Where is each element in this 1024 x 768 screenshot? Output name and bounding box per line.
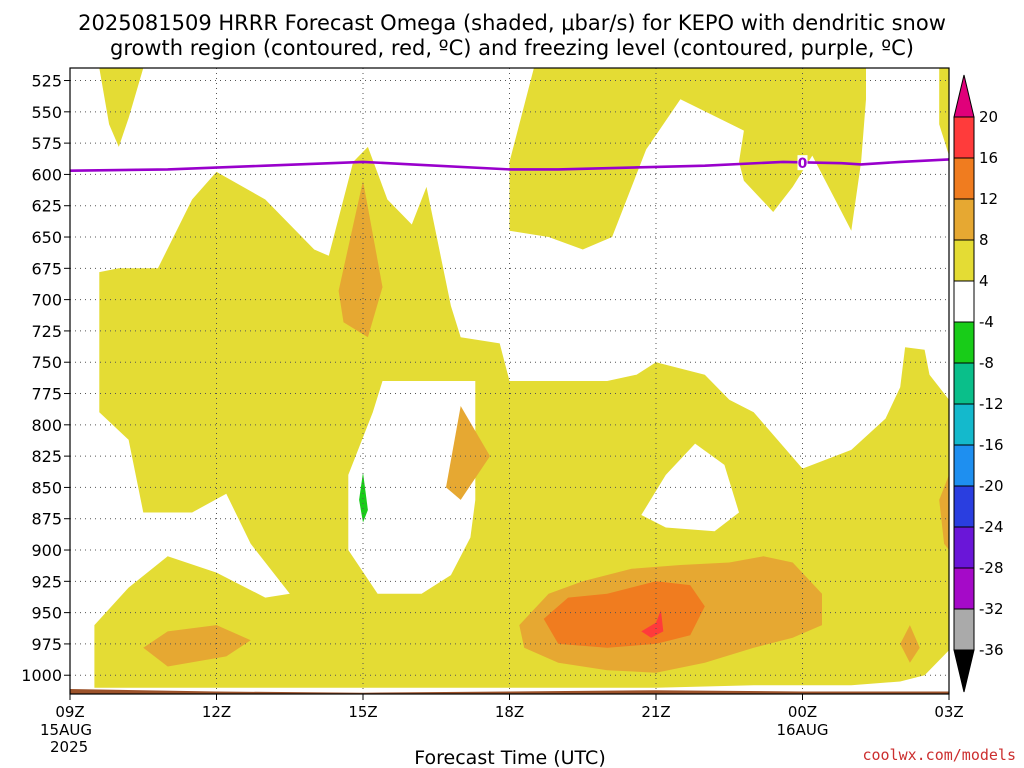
terrain-layer (70, 689, 949, 694)
omega-region-11 (900, 625, 920, 663)
x-tick-label-15Z: 15Z (348, 703, 377, 721)
y-tick-label-625: 625 (31, 197, 62, 216)
x-tick-label-09Z: 09Z (55, 703, 84, 721)
colorbar-band--4-to--8 (953, 321, 975, 364)
colorbar-band-bottom (953, 649, 975, 693)
x-axis-label: Forecast Time (UTC) (414, 747, 605, 768)
freezing-level-label: 0 (798, 156, 808, 172)
chart-title-line-1: 2025081509 HRRR Forecast Omega (shaded, … (78, 11, 946, 35)
colorbar-label-16: 16 (979, 149, 998, 167)
colorbar-band-top (953, 74, 975, 118)
y-tick-label-650: 650 (31, 228, 62, 247)
colorbar-label-4: 4 (979, 272, 989, 290)
y-tick-label-900: 900 (31, 541, 62, 560)
x-tick-date-00Z: 16AUG (777, 721, 829, 739)
colorbar-band--16-to--20 (953, 444, 975, 487)
omega-region-3 (94, 146, 949, 688)
x-tick-label-03Z: 03Z (934, 703, 963, 721)
x-tick-label-21Z: 21Z (641, 703, 670, 721)
colorbar-label--4: -4 (979, 313, 994, 331)
x-tick-label-00Z: 00Z (788, 703, 817, 721)
colorbar-label--16: -16 (979, 436, 1004, 454)
omega-region-14 (359, 472, 368, 523)
colorbar-band--20-to--24 (953, 485, 975, 528)
colorbar-label--28: -28 (979, 559, 1004, 577)
colorbar-label-12: 12 (979, 190, 998, 208)
x-tick-date-09Z: 15AUG (40, 721, 92, 739)
y-tick-label-700: 700 (31, 291, 62, 310)
colorbar-band--8-to--12 (953, 362, 975, 405)
omega-region-7 (446, 406, 490, 500)
y-tick-label-800: 800 (31, 416, 62, 435)
y-tick-label-950: 950 (31, 604, 62, 623)
colorbar-band--32-to--36 (953, 608, 975, 651)
y-tick-label-975: 975 (31, 635, 62, 654)
colorbar-band--28-to--32 (953, 567, 975, 610)
omega-region-4 (348, 381, 476, 594)
colorbar-label--20: -20 (979, 477, 1004, 495)
colorbar-band-4-to--4 (953, 280, 975, 323)
colorbar-band-12-to-8 (953, 198, 975, 241)
colorbar-label--12: -12 (979, 395, 1004, 413)
x-tick-label-12Z: 12Z (202, 703, 231, 721)
chart-title-line-2: growth region (contoured, red, ºC) and f… (110, 36, 914, 60)
freezing-level-layer: 0 (70, 155, 949, 172)
colorbar-band-16-to-12 (953, 157, 975, 200)
y-tick-label-575: 575 (31, 134, 62, 153)
y-axis-ticks: 525 550 575 600 625 650 675 700 725 750 775 800 825 8… (21, 72, 70, 685)
y-tick-label-550: 550 (31, 103, 62, 122)
y-tick-label-750: 750 (31, 353, 62, 372)
colorbar-label-20: 20 (979, 108, 998, 126)
colorbar-band-20-to-16 (953, 116, 975, 159)
y-tick-label-675: 675 (31, 259, 62, 278)
freezing-level-label-bg (797, 155, 808, 171)
colorbar-label--24: -24 (979, 518, 1004, 536)
colorbar-band--24-to--28 (953, 526, 975, 569)
colorbar-band--12-to--16 (953, 403, 975, 446)
terrain-surface (70, 689, 949, 694)
omega-region-10 (939, 474, 949, 550)
x-tick-year-09Z: 2025 (50, 738, 88, 756)
y-tick-label-600: 600 (31, 165, 62, 184)
omega-region-8 (143, 625, 251, 667)
colorbar-label--8: -8 (979, 354, 994, 372)
colorbar-label-8: 8 (979, 231, 989, 249)
omega-region-1 (509, 68, 866, 250)
y-tick-label-1000: 1000 (21, 666, 62, 685)
colorbar-band-8-to-4 (953, 239, 975, 282)
y-tick-label-525: 525 (31, 72, 62, 91)
y-tick-label-875: 875 (31, 510, 62, 529)
colorbar-label--36: -36 (979, 641, 1004, 659)
omega-region-0 (99, 68, 144, 147)
omega-shaded-regions (94, 68, 949, 688)
colorbar: 20 16 12 8 4 -4 -8 -12 -16 -20 -24 -28 -32 -36 (953, 74, 1004, 693)
credit-text[interactable]: coolwx.com/models (862, 746, 1016, 764)
y-tick-label-725: 725 (31, 322, 62, 341)
y-tick-label-775: 775 (31, 385, 62, 404)
omega-region-2 (939, 68, 949, 156)
omega-region-6 (338, 180, 383, 338)
omega-region-12 (543, 581, 705, 648)
x-tick-label-18Z: 18Z (495, 703, 524, 721)
freezing-level-line (70, 158, 949, 172)
y-tick-label-925: 925 (31, 572, 62, 591)
y-tick-label-850: 850 (31, 478, 62, 497)
y-tick-label-825: 825 (31, 447, 62, 466)
omega-region-13 (641, 610, 664, 638)
colorbar-label--32: -32 (979, 600, 1004, 618)
